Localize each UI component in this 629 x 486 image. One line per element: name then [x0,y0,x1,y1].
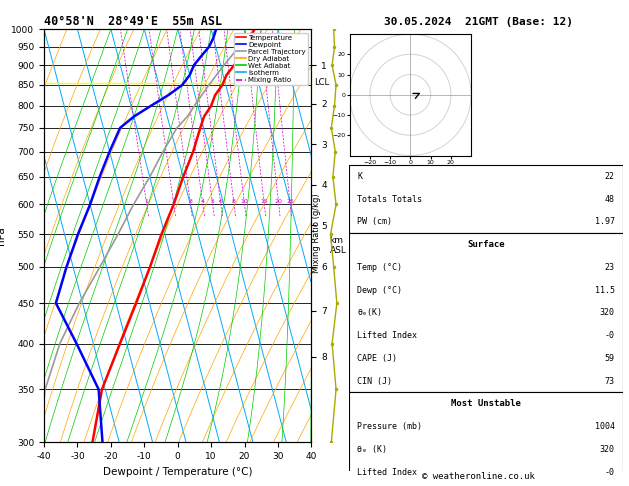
Text: Mixing Ratio (g/kg): Mixing Ratio (g/kg) [312,193,321,273]
X-axis label: kt: kt [406,166,415,175]
Text: Most Unstable: Most Unstable [451,399,521,408]
Text: Dewp (°C): Dewp (°C) [357,286,403,295]
Bar [349,393,623,486]
Text: 5: 5 [211,199,214,205]
Bar [349,233,623,393]
Text: 22: 22 [604,172,615,181]
Text: 1.97: 1.97 [594,217,615,226]
Text: 15: 15 [260,199,268,205]
Text: 1: 1 [145,199,148,205]
Text: 20: 20 [275,199,282,205]
Text: Surface: Surface [467,240,504,249]
Text: 8: 8 [232,199,236,205]
Y-axis label: km
ASL: km ASL [330,236,347,255]
Text: θₑ(K): θₑ(K) [357,308,382,317]
Text: 4: 4 [201,199,205,205]
Text: 59: 59 [604,354,615,363]
Text: 73: 73 [604,377,615,385]
Text: LCL: LCL [314,78,329,87]
Text: 30.05.2024  21GMT (Base: 12): 30.05.2024 21GMT (Base: 12) [384,17,572,27]
Text: Totals Totals: Totals Totals [357,194,422,204]
Text: K: K [357,172,362,181]
Text: 10: 10 [241,199,248,205]
Text: Lifted Index: Lifted Index [357,331,417,340]
Text: 6: 6 [219,199,223,205]
Text: 320: 320 [599,445,615,454]
X-axis label: Dewpoint / Temperature (°C): Dewpoint / Temperature (°C) [103,467,252,477]
Y-axis label: hPa: hPa [0,226,6,245]
Text: 1004: 1004 [594,422,615,431]
Text: -0: -0 [604,468,615,477]
Text: CIN (J): CIN (J) [357,377,392,385]
Text: 3: 3 [189,199,192,205]
Text: 40°58'N  28°49'E  55m ASL: 40°58'N 28°49'E 55m ASL [44,15,222,28]
Text: 23: 23 [604,263,615,272]
Text: 320: 320 [599,308,615,317]
Text: Lifted Index: Lifted Index [357,468,417,477]
Text: CAPE (J): CAPE (J) [357,354,398,363]
Bar [349,165,623,233]
Text: 25: 25 [286,199,294,205]
Legend: Temperature, Dewpoint, Parcel Trajectory, Dry Adiabat, Wet Adiabat, Isotherm, Mi: Temperature, Dewpoint, Parcel Trajectory… [233,33,308,85]
Text: 2: 2 [172,199,175,205]
Text: 11.5: 11.5 [594,286,615,295]
Text: PW (cm): PW (cm) [357,217,392,226]
Text: θₑ (K): θₑ (K) [357,445,387,454]
Text: © weatheronline.co.uk: © weatheronline.co.uk [421,472,535,481]
Text: -0: -0 [604,331,615,340]
Text: 48: 48 [604,194,615,204]
Text: Temp (°C): Temp (°C) [357,263,403,272]
Text: Pressure (mb): Pressure (mb) [357,422,422,431]
